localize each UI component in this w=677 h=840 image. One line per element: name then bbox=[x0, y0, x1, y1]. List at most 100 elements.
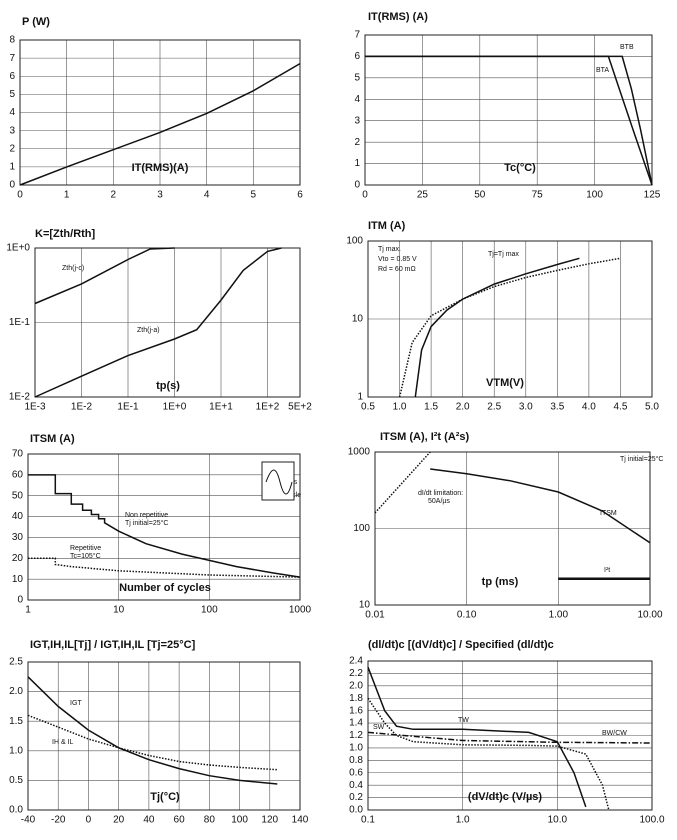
x-tick-label: 1E-3 bbox=[24, 402, 46, 413]
y-tick-label: 5 bbox=[354, 72, 360, 83]
series-label: Zth(j-a) bbox=[137, 327, 160, 334]
chart-title: K=[Zth/Rth] bbox=[35, 228, 96, 240]
series-label: I²t bbox=[604, 567, 610, 574]
y-tick-label: 0.2 bbox=[349, 792, 363, 803]
y-tick-label: 70 bbox=[12, 449, 24, 460]
x-tick-label: 50 bbox=[474, 190, 486, 201]
series-label: BTA bbox=[596, 67, 609, 74]
y-tick-label: 1 bbox=[357, 392, 363, 403]
x-axis-label: tp(s) bbox=[156, 380, 180, 392]
series-line bbox=[398, 257, 621, 398]
x-axis-label: IT(RMS)(A) bbox=[132, 162, 189, 174]
x-tick-label: 1E-2 bbox=[71, 402, 93, 413]
chart-title: P (W) bbox=[22, 16, 50, 28]
series-label: SW bbox=[373, 724, 385, 731]
x-tick-label: 1 bbox=[64, 190, 70, 201]
x-tick-label: 100 bbox=[201, 605, 218, 616]
y-tick-label: 1E-2 bbox=[9, 392, 31, 403]
y-tick-label: 0.8 bbox=[349, 755, 363, 766]
x-tick-label: 1E+1 bbox=[209, 402, 233, 413]
x-tick-label: 125 bbox=[644, 190, 661, 201]
annotation: Tc=105°C bbox=[70, 552, 101, 560]
y-tick-label: 7 bbox=[9, 53, 15, 64]
series-label: BW/CW bbox=[602, 730, 627, 737]
y-tick-label: 0.4 bbox=[349, 780, 363, 791]
series-line bbox=[34, 247, 175, 305]
x-tick-label: 40 bbox=[143, 815, 155, 826]
y-tick-label: 60 bbox=[12, 469, 24, 480]
series-line bbox=[28, 557, 301, 578]
y-tick-label: 10 bbox=[352, 314, 364, 325]
x-tick-label: 1E-1 bbox=[117, 402, 139, 413]
y-tick-label: 100 bbox=[353, 523, 370, 534]
x-axis-label: Number of cycles bbox=[119, 582, 211, 594]
plot-frame bbox=[367, 660, 653, 811]
y-tick-label: 6 bbox=[354, 51, 360, 62]
y-tick-label: 2 bbox=[9, 143, 15, 154]
y-tick-label: 10 bbox=[12, 574, 24, 585]
plot-frame bbox=[27, 661, 301, 811]
y-tick-label: 2.0 bbox=[349, 680, 363, 691]
y-tick-label: 10 bbox=[359, 600, 371, 611]
annotation: Non repetitive bbox=[125, 512, 168, 519]
y-tick-label: 6 bbox=[9, 71, 15, 82]
series-line bbox=[430, 468, 651, 544]
x-tick-label: 100 bbox=[231, 815, 248, 826]
series-line bbox=[365, 55, 653, 186]
chart-title: ITSM (A) bbox=[30, 433, 75, 445]
plot-frame bbox=[364, 34, 653, 186]
y-tick-label: 1.4 bbox=[349, 718, 363, 729]
y-tick-label: 5 bbox=[9, 89, 15, 100]
series-label: IH & IL bbox=[52, 739, 74, 746]
x-tick-label: 1000 bbox=[289, 605, 312, 616]
series-line bbox=[367, 666, 587, 808]
y-tick-label: 1 bbox=[354, 158, 360, 169]
x-tick-label: 20 bbox=[113, 815, 125, 826]
x-tick-label: 80 bbox=[204, 815, 216, 826]
x-tick-label: -40 bbox=[21, 815, 36, 826]
annotation: Tj max. bbox=[378, 246, 401, 253]
plot-frame bbox=[19, 39, 301, 186]
annotation: Tj initial=25°C bbox=[620, 455, 663, 463]
x-tick-label: 1.00 bbox=[549, 610, 569, 621]
x-tick-label: 4.0 bbox=[582, 402, 596, 413]
y-tick-label: 100 bbox=[346, 236, 363, 247]
plot-frame bbox=[367, 240, 653, 398]
x-tick-label: 3.5 bbox=[550, 402, 564, 413]
x-tick-label: 0.5 bbox=[361, 402, 375, 413]
x-tick-label: 0.01 bbox=[365, 610, 385, 621]
x-tick-label: 10.0 bbox=[548, 815, 568, 826]
series-label: BTB bbox=[620, 44, 634, 51]
x-tick-label: 0 bbox=[362, 190, 368, 201]
y-tick-label: 1E-1 bbox=[9, 317, 31, 328]
chart-title: ITM (A) bbox=[368, 220, 406, 232]
annotation: 50A/µs bbox=[428, 498, 450, 505]
series-line bbox=[367, 697, 610, 811]
icon-frame bbox=[261, 461, 295, 501]
x-tick-label: 3 bbox=[157, 190, 163, 201]
x-tick-label: 100 bbox=[586, 190, 603, 201]
x-tick-label: 120 bbox=[261, 815, 278, 826]
x-tick-label: 100.0 bbox=[639, 815, 664, 826]
annotation: Repetitive bbox=[70, 545, 101, 552]
series-label: ITSM bbox=[600, 510, 617, 517]
x-tick-label: 0 bbox=[17, 190, 23, 201]
x-tick-label: 75 bbox=[532, 190, 544, 201]
y-tick-label: 2.2 bbox=[349, 668, 363, 679]
x-tick-label: 5E+2 bbox=[288, 402, 312, 413]
y-tick-label: 20 bbox=[12, 553, 24, 564]
x-tick-label: 5 bbox=[251, 190, 257, 201]
x-tick-label: 2.5 bbox=[487, 402, 501, 413]
y-tick-label: 0 bbox=[17, 595, 23, 606]
series-line bbox=[27, 676, 278, 785]
y-tick-label: 30 bbox=[12, 532, 24, 543]
x-tick-label: 1E+2 bbox=[256, 402, 280, 413]
y-tick-label: 1.6 bbox=[349, 705, 363, 716]
x-tick-label: 1.0 bbox=[456, 815, 470, 826]
series-line bbox=[367, 731, 653, 744]
x-tick-label: 3.0 bbox=[519, 402, 533, 413]
y-tick-label: 1 bbox=[9, 162, 15, 173]
chart-title: (dl/dt)c [(dV/dt)c] / Specified (dl/dt)c bbox=[368, 639, 554, 651]
x-tick-label: 25 bbox=[417, 190, 429, 201]
